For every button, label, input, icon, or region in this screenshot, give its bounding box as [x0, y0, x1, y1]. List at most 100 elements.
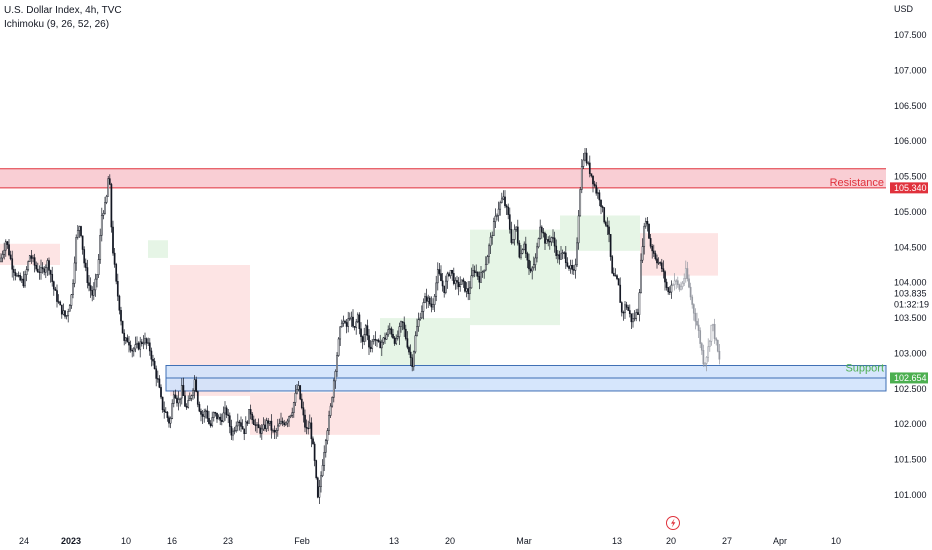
candle-body [684, 268, 687, 279]
candle-body [422, 302, 425, 312]
support-price-tag-text: 102.654 [894, 373, 927, 383]
candle-body [193, 379, 196, 391]
time-tick-label: 13 [389, 536, 399, 546]
candle-body [507, 206, 510, 215]
candle-body [192, 390, 194, 396]
candle-body [571, 265, 574, 270]
candle-body [428, 297, 431, 305]
candle-body [544, 232, 546, 244]
price-tick-label: 102.500 [894, 384, 927, 394]
candle-body [473, 270, 476, 273]
candle-body [240, 422, 242, 427]
candle-body [64, 310, 66, 317]
candle-body [316, 477, 319, 498]
candle-body [566, 262, 569, 267]
candle-body [262, 424, 265, 430]
price-axis[interactable]: USD107.500107.000106.500106.000105.50010… [890, 4, 929, 500]
candle-body [33, 257, 36, 266]
candle-body [608, 226, 610, 235]
candle-body [120, 310, 122, 322]
candle-body [297, 385, 300, 390]
candle-body [254, 424, 257, 426]
candle-body [427, 297, 430, 302]
candle-body [657, 262, 660, 264]
candle-body [457, 281, 460, 288]
symbol-title[interactable]: U.S. Dollar Index, 4h, TVC [4, 5, 122, 16]
candle-body [609, 234, 612, 257]
candle-body [468, 287, 471, 295]
candle-body [307, 427, 310, 430]
candle-body [134, 344, 137, 350]
candle-body [707, 346, 710, 358]
candle-body [456, 280, 458, 283]
price-tick-label: 105.000 [894, 207, 927, 217]
candle-body [305, 426, 308, 429]
candle-body [387, 329, 390, 336]
candle-body [446, 273, 449, 282]
candle-body [97, 259, 100, 275]
candle-body [268, 420, 271, 424]
candle-body [545, 239, 548, 244]
candle-body [217, 416, 220, 420]
candle-body [128, 341, 130, 346]
candle-body [0, 257, 2, 262]
candle-body [664, 271, 666, 283]
candle-body [659, 262, 662, 264]
candle-body [132, 348, 135, 352]
candle-body [552, 237, 554, 239]
candle-body [553, 237, 556, 247]
candle-body [713, 324, 716, 339]
candle-body [235, 425, 238, 431]
candle-body [302, 407, 305, 416]
candle-body [131, 349, 134, 352]
time-tick-label: 16 [167, 536, 177, 546]
candle-body [62, 310, 65, 315]
candle-body [489, 236, 492, 247]
candle-body [587, 162, 590, 164]
candle-body [142, 342, 145, 345]
candle-body [670, 284, 673, 293]
candle-body [272, 430, 274, 432]
candle-body [201, 414, 204, 417]
candle-body [232, 430, 234, 436]
candle-body [360, 328, 362, 337]
candle-body [475, 271, 478, 274]
candle-body [604, 221, 607, 226]
candle-body [313, 443, 316, 461]
candle-body [265, 420, 268, 430]
candle-body [204, 410, 207, 413]
candle-body [681, 282, 684, 287]
candle-body [505, 205, 508, 208]
candle-body [88, 282, 90, 286]
candle-body [622, 312, 625, 314]
candle-body [504, 196, 506, 207]
candle-body [44, 267, 47, 273]
candle-body [200, 410, 202, 415]
candle-body [492, 221, 495, 236]
candle-body [408, 347, 410, 353]
candle-body [548, 241, 551, 243]
candle-body [348, 318, 351, 320]
candle-body [396, 336, 399, 339]
candle-body [16, 275, 18, 277]
candle-body [499, 202, 502, 210]
lightning-icon[interactable] [666, 516, 680, 530]
resistance-zone [0, 168, 886, 188]
candle-body [72, 283, 74, 295]
candle-body [153, 360, 156, 370]
support-label: Support [845, 362, 884, 374]
candle-body [379, 341, 382, 349]
candle-body [102, 213, 105, 216]
candle-body [531, 267, 534, 272]
last-price-label: 103.835 [894, 288, 927, 298]
time-axis[interactable]: 24 2023 10 16 23 Feb 13 20 Mar 13 20 27 Apr 10 [19, 536, 841, 546]
candle-body [614, 275, 617, 277]
indicator-title[interactable]: Ichimoku (9, 26, 52, 26) [4, 19, 110, 30]
candle-body [448, 273, 450, 276]
candle-body [558, 254, 561, 260]
candle-body [555, 245, 558, 256]
bar-countdown: 01:32:19 [894, 299, 929, 309]
candle-body [419, 317, 422, 320]
candle-body [148, 342, 151, 352]
